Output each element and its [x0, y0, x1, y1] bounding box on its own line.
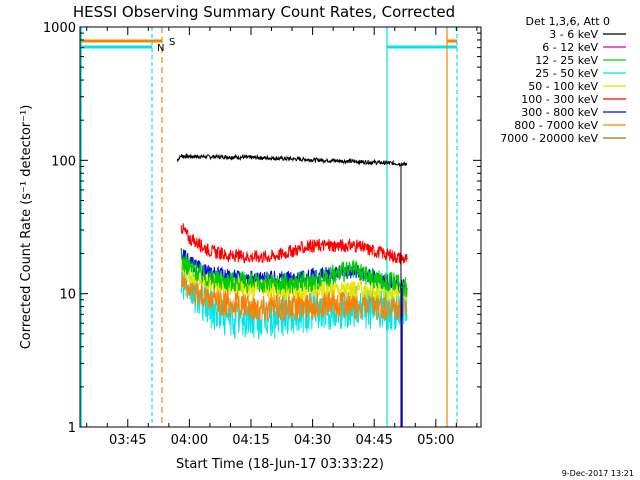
x-tick-label: 04:45 [355, 433, 392, 448]
series-line [180, 268, 408, 323]
x-tick-label: 03:45 [109, 433, 146, 448]
legend-title: Det 1,3,6, Att 0 [526, 15, 610, 28]
x-tick-label: 04:00 [171, 433, 208, 448]
flag-markers: SN [80, 27, 458, 427]
series-line [180, 223, 408, 265]
plot-frame [79, 26, 482, 428]
saa-flag-label: S [169, 37, 175, 48]
legend-label: 3 - 6 keV [549, 28, 598, 41]
series-line [180, 250, 408, 298]
series-line [176, 153, 408, 168]
legend-label: 50 - 100 keV [528, 80, 598, 93]
timestamp: 9-Dec-2017 13:21 [562, 469, 634, 478]
y-tick-label: 10 [59, 288, 76, 303]
night-flag-label: N [157, 43, 164, 54]
legend-label: 25 - 50 keV [535, 67, 598, 80]
legend-label: 300 - 800 keV [521, 106, 598, 119]
x-tick-label: 04:30 [294, 433, 331, 448]
y-axis-label: Corrected Count Rate (s⁻¹ detector⁻¹) [19, 105, 34, 350]
legend-label: 800 - 7000 keV [514, 119, 598, 132]
legend-label: 7000 - 20000 keV [500, 132, 598, 145]
x-tick-label: 05:00 [417, 433, 454, 448]
x-tick-label: 04:15 [232, 433, 269, 448]
y-tick-label: 100 [51, 154, 76, 169]
series-line [180, 258, 408, 302]
x-axis-label: Start Time (18-Jun-17 03:33:22) [176, 457, 384, 472]
y-tick-label: 1000 [43, 21, 76, 36]
y-tick-label: 1 [68, 421, 76, 436]
legend-label: 6 - 12 keV [542, 41, 598, 54]
plot-area [176, 153, 408, 427]
legend-label: 100 - 300 keV [521, 93, 598, 106]
series-line [180, 248, 408, 295]
chart-title: HESSI Observing Summary Count Rates, Cor… [73, 3, 455, 21]
axes: 03:45 04:00 04:15 04:30 04:45 05:00 1 10 100 1000 [43, 21, 481, 448]
legend-label: 12 - 25 keV [535, 54, 598, 67]
